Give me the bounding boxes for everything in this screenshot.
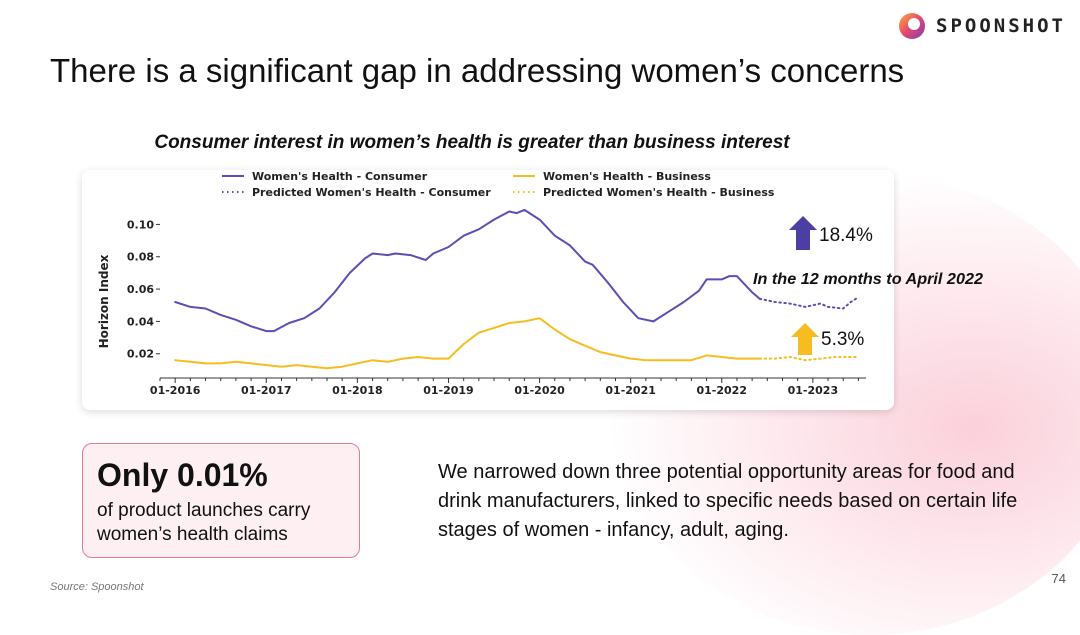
x-tick-label: 01-2019 <box>423 384 474 397</box>
y-tick-label: 0.08 <box>127 251 154 264</box>
consumer-growth-label: 18.4% <box>819 225 873 246</box>
y-axis-label: Horizon Index <box>97 254 111 348</box>
legend-label: Predicted Women's Health - Consumer <box>252 186 491 199</box>
x-tick-label: 01-2022 <box>697 384 748 397</box>
series-consumer-line <box>174 208 761 333</box>
y-tick-label: 0.04 <box>127 315 154 328</box>
x-tick-label: 01-2023 <box>788 384 839 397</box>
legend-label: Predicted Women's Health - Business <box>543 186 775 199</box>
business-growth-label: 5.3% <box>821 329 864 350</box>
series-consumer-predicted-line <box>758 296 860 310</box>
spoonshot-logo-icon <box>899 13 926 39</box>
chart-card <box>82 170 894 410</box>
annotation-period: In the 12 months to April 2022 <box>753 271 983 288</box>
line-chart: 01-2016 01-2017 01-2018 01-2019 01-2020 01-20… <box>97 170 983 397</box>
arrow-up-business-icon <box>791 323 819 355</box>
x-tick-label: 01-2016 <box>150 384 201 397</box>
series-business-predicted-line <box>758 356 860 362</box>
x-tick-label: 01-2021 <box>605 384 656 397</box>
legend-label: Women's Health - Consumer <box>252 170 428 183</box>
page-title: There is a significant gap in addressing… <box>50 52 905 89</box>
x-tick-label: 01-2017 <box>241 384 292 397</box>
legend-label: Women's Health - Business <box>543 170 711 183</box>
y-tick-label: 0.06 <box>127 283 154 296</box>
x-tick-label: 01-2018 <box>332 384 383 397</box>
x-tick-label: 01-2020 <box>514 384 565 397</box>
y-tick-label: 0.10 <box>127 218 154 231</box>
claim-subtext: of product launches carry women’s health… <box>97 500 311 545</box>
claim-headline: Only 0.01% <box>97 457 268 493</box>
claim-box: Only 0.01% of product launches carry wom… <box>82 443 360 558</box>
brand-logo: SPOONSHOT <box>896 10 1066 42</box>
chart-title: Consumer interest in women’s health is g… <box>154 132 790 153</box>
brand-name: SPOONSHOT <box>936 15 1066 37</box>
opportunity-text: We narrowed down three potential opportu… <box>438 461 1018 541</box>
page-number: 74 <box>1051 571 1066 586</box>
arrow-up-consumer-icon <box>789 216 817 250</box>
source-note: Source: Spoonshot <box>50 581 144 593</box>
y-tick-label: 0.02 <box>127 348 154 361</box>
series-business-line <box>174 317 761 370</box>
